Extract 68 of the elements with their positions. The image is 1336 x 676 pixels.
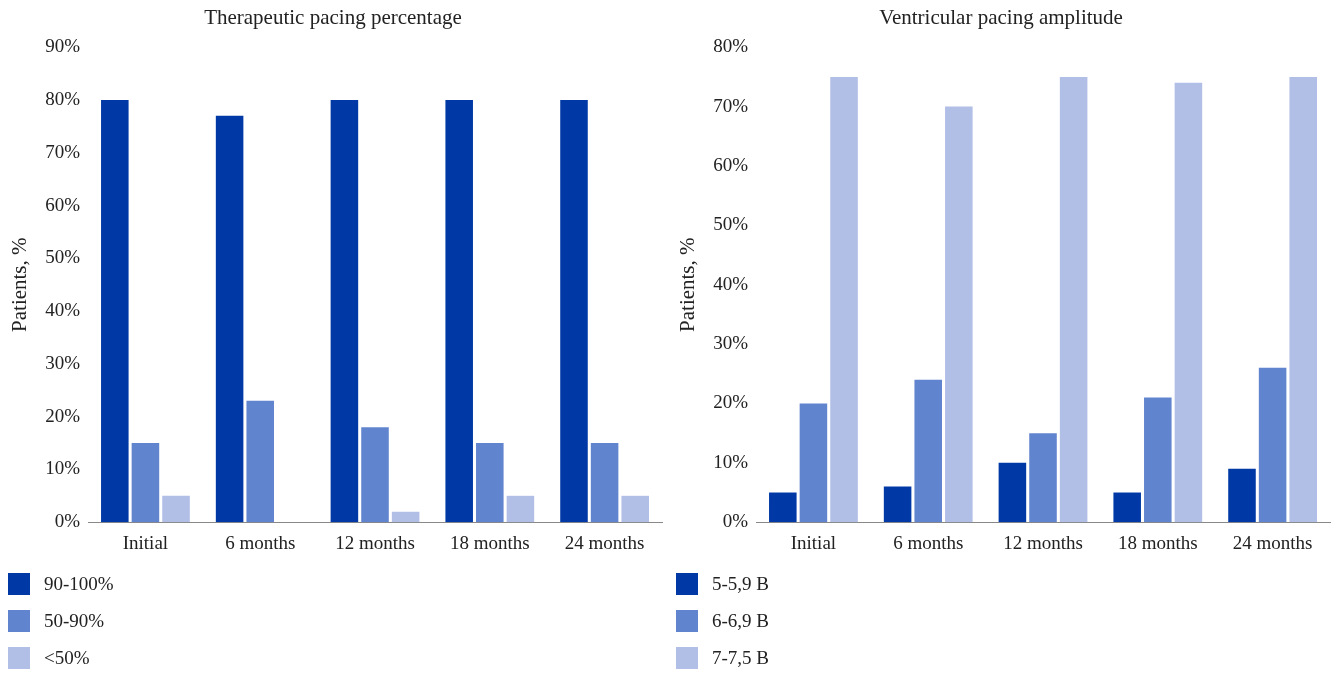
x-tick-label: 24 months bbox=[564, 531, 645, 553]
x-tick-label: 24 months bbox=[1232, 531, 1313, 553]
legend-label: 6-6,9 В bbox=[712, 609, 769, 632]
bar bbox=[246, 400, 274, 523]
y-tick-label: 20% bbox=[713, 391, 749, 413]
y-tick-label: 40% bbox=[45, 299, 81, 321]
bar bbox=[830, 76, 858, 523]
y-tick-label: 30% bbox=[45, 351, 81, 373]
legend-label: 7-7,5 В bbox=[712, 646, 769, 669]
y-tick-label: 70% bbox=[713, 94, 749, 116]
y-tick-label: 10% bbox=[713, 450, 749, 472]
y-tick-label: 0% bbox=[54, 510, 81, 532]
x-tick-label: 18 months bbox=[1117, 531, 1198, 553]
legend-label: 5-5,9 В bbox=[712, 572, 769, 595]
y-axis-title: Patients, % bbox=[7, 237, 32, 332]
legend-label: 90-100% bbox=[44, 572, 114, 595]
bar bbox=[445, 99, 473, 523]
chart-title: Ventricular pacing amplitude bbox=[879, 5, 1123, 30]
bar bbox=[998, 462, 1027, 523]
y-tick-label: 40% bbox=[713, 272, 749, 294]
y-tick-label: 70% bbox=[45, 140, 81, 162]
bar bbox=[799, 403, 828, 523]
y-tick-label: 60% bbox=[45, 193, 81, 215]
bar bbox=[621, 495, 649, 523]
bar bbox=[476, 443, 504, 523]
bar bbox=[1174, 82, 1203, 523]
bar bbox=[914, 379, 942, 523]
bar bbox=[101, 99, 129, 523]
bar bbox=[560, 99, 588, 523]
x-tick-label: 18 months bbox=[449, 531, 530, 553]
x-tick-label: Initial bbox=[122, 531, 169, 553]
chart-title: Therapeutic pacing percentage bbox=[204, 5, 462, 30]
bar bbox=[162, 495, 190, 523]
x-tick-label: Initial bbox=[790, 531, 837, 553]
x-tick-label: 12 months bbox=[335, 531, 415, 553]
x-tick-label: 12 months bbox=[1003, 531, 1083, 553]
y-tick-label: 50% bbox=[45, 246, 81, 268]
y-tick-label: 0% bbox=[722, 510, 749, 532]
bar bbox=[769, 492, 797, 523]
x-tick-label: 6 months bbox=[893, 531, 964, 553]
bar bbox=[361, 427, 389, 523]
bar bbox=[391, 511, 420, 523]
y-tick-label: 80% bbox=[45, 87, 81, 109]
y-tick-label: 10% bbox=[45, 457, 81, 479]
y-tick-label: 80% bbox=[713, 35, 749, 57]
y-tick-label: 20% bbox=[45, 404, 81, 426]
y-axis-title: Patients, % bbox=[675, 237, 700, 332]
y-tick-label: 90% bbox=[45, 35, 81, 57]
bar bbox=[131, 443, 160, 523]
bar bbox=[590, 443, 619, 523]
bar bbox=[1228, 468, 1256, 523]
y-tick-label: 60% bbox=[713, 153, 749, 175]
bar bbox=[1029, 433, 1057, 523]
legend-label: 50-90% bbox=[44, 609, 105, 632]
x-tick-label: 6 months bbox=[225, 531, 296, 553]
bar bbox=[883, 486, 912, 523]
bar bbox=[506, 495, 535, 523]
bar bbox=[1144, 397, 1172, 523]
y-tick-label: 50% bbox=[713, 213, 749, 235]
bar bbox=[1258, 367, 1287, 523]
legend-label: <50% bbox=[44, 646, 90, 669]
bar bbox=[945, 106, 973, 523]
bar bbox=[1113, 492, 1141, 523]
y-tick-label: 30% bbox=[713, 332, 749, 354]
bar bbox=[215, 115, 244, 523]
bar bbox=[1059, 76, 1088, 523]
bar bbox=[1289, 76, 1317, 523]
bar bbox=[330, 99, 359, 523]
